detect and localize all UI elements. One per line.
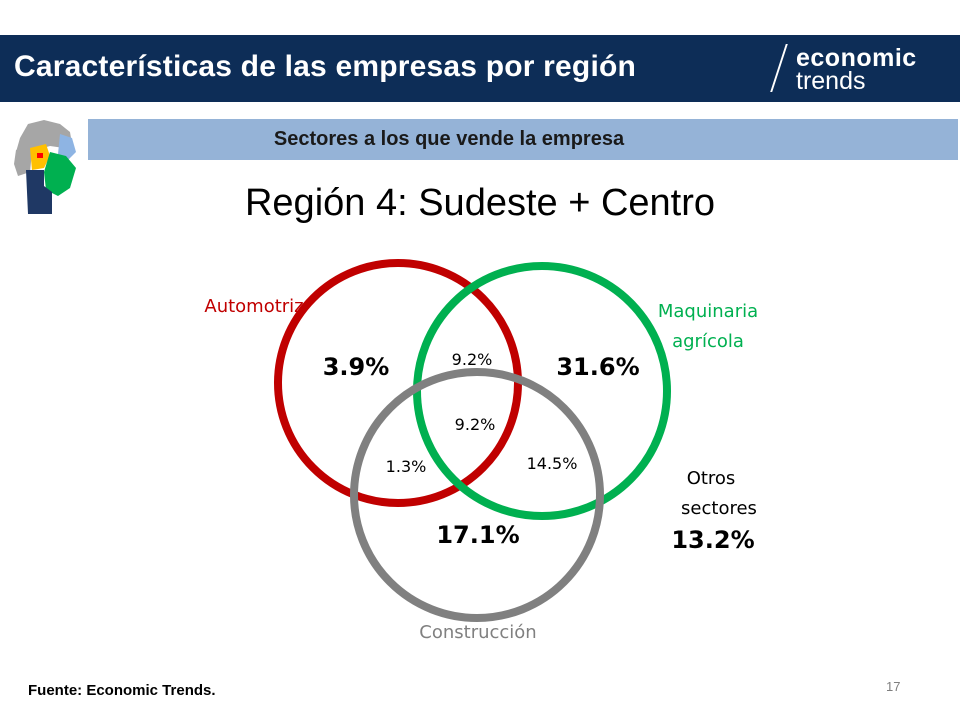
region-title: Región 4: Sudeste + Centro	[0, 182, 960, 225]
value-automotriz-maquinaria: 9.2%	[452, 350, 493, 369]
region-title-text: Región 4: Sudeste + Centro	[244, 182, 716, 224]
subtitle-bar	[88, 119, 958, 160]
value-automotriz-only: 3.9%	[323, 353, 390, 381]
subtitle: Sectores a los que vende la empresa	[273, 128, 625, 150]
logo-word-trends: trends	[796, 67, 866, 95]
construccion-circle	[350, 368, 604, 622]
value-automotriz-construccion: 1.3%	[386, 457, 427, 476]
otros-label-line2: sectores	[681, 498, 757, 519]
value-all-three: 9.2%	[455, 415, 496, 434]
logo-word-economic: economic	[796, 44, 917, 72]
set-label-maquinaria-line2: agrícola	[672, 331, 744, 352]
otros-label-line1: Otros	[687, 468, 736, 489]
page-title: Características de las empresas por regi…	[14, 50, 637, 83]
set-label-construccion: Construcción	[419, 622, 536, 643]
source-note: Fuente: Economic Trends.	[28, 682, 216, 699]
value-maquinaria-construccion: 14.5%	[527, 454, 578, 473]
value-construccion-only: 17.1%	[436, 521, 519, 549]
argentina-map-icon	[14, 120, 76, 214]
economic-trends-logo: economic trends	[770, 42, 946, 96]
set-label-maquinaria-line1: Maquinaria	[658, 301, 758, 322]
value-maquinaria-only: 31.6%	[556, 353, 639, 381]
page-number: 17	[886, 679, 901, 694]
header-bar	[0, 35, 960, 102]
set-label-automotriz: Automotriz	[204, 296, 303, 317]
otros-value: 13.2%	[671, 526, 754, 554]
